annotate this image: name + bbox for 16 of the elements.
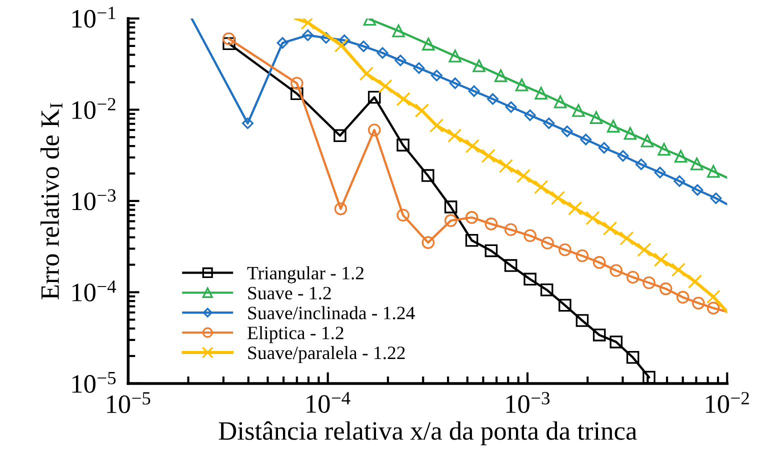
y-axis-title: Erro relativo de K$_{I}$ <box>40 103 62 300</box>
y-tick-label: 10$^{−5}$ <box>72 372 116 393</box>
legend-label: Eliptica - 1.2 <box>248 326 344 344</box>
x-tick-label: 10$^{−2}$ <box>706 392 749 414</box>
x-tick-label: 10$^{−5}$ <box>107 392 150 414</box>
y-tick-label: 10$^{−4}$ <box>72 280 116 302</box>
legend-label: Triangular - 1.2 <box>247 266 364 284</box>
x-tick-label: 10$^{−4}$ <box>306 392 350 413</box>
y-tick-label: 10$^{−1}$ <box>72 6 116 28</box>
legend-label: Suave/inclinada - 1.24 <box>248 306 415 320</box>
y-tick-label: 10$^{−2}$ <box>72 98 116 120</box>
x-tick-label: 10$^{−3}$ <box>506 392 550 414</box>
legend-label: Suave/paralela - 1.22 <box>248 346 405 364</box>
x-axis-title: Distância relativa x/a da ponta da trinca <box>218 421 637 446</box>
y-tick-label: 10$^{−3}$ <box>72 189 116 210</box>
legend-label: Suave - 1.2 <box>248 286 331 300</box>
